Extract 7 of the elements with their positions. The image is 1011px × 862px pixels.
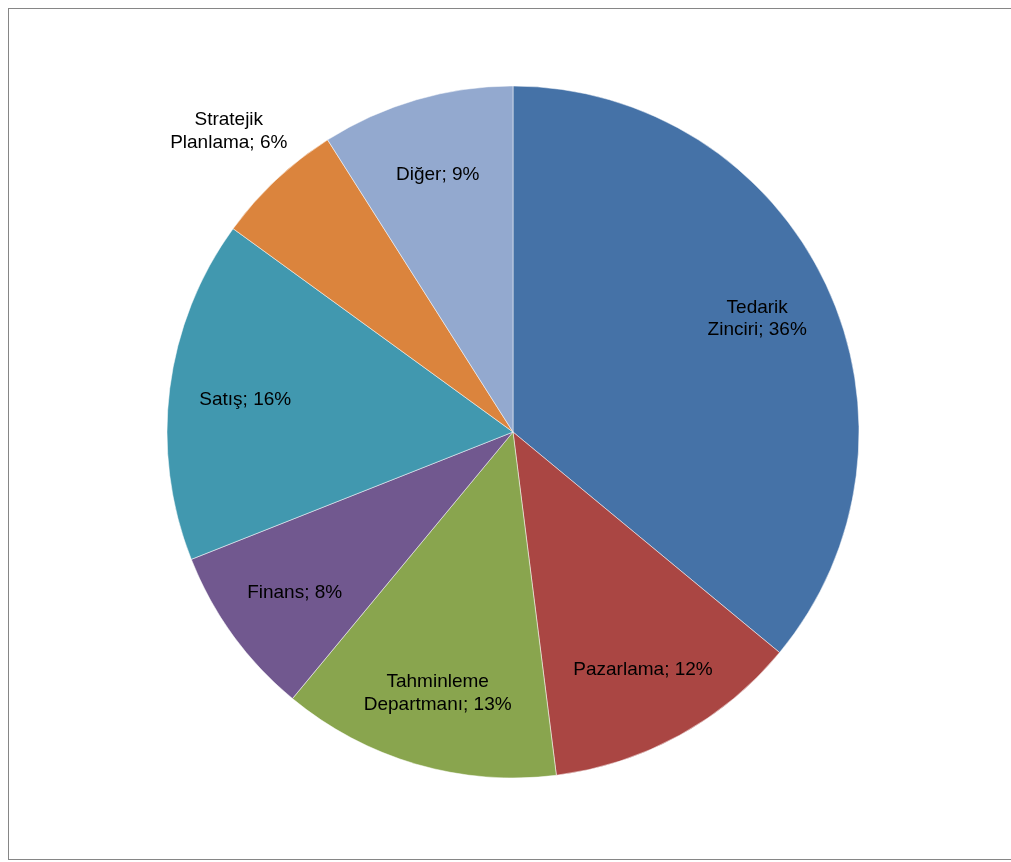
slice-label: Stratejik Planlama; 6% [170, 107, 288, 152]
slice-label: Finans; 8% [247, 580, 343, 602]
slice-label: Diğer; 9% [395, 162, 480, 184]
slice-label: Tahminleme Departmanı; 13% [363, 669, 512, 714]
slice-label: Tedarik Zinciri; 36% [707, 295, 807, 339]
slice-label: Pazarlama; 12% [573, 658, 713, 679]
slice-label: Satış; 16% [199, 387, 292, 409]
